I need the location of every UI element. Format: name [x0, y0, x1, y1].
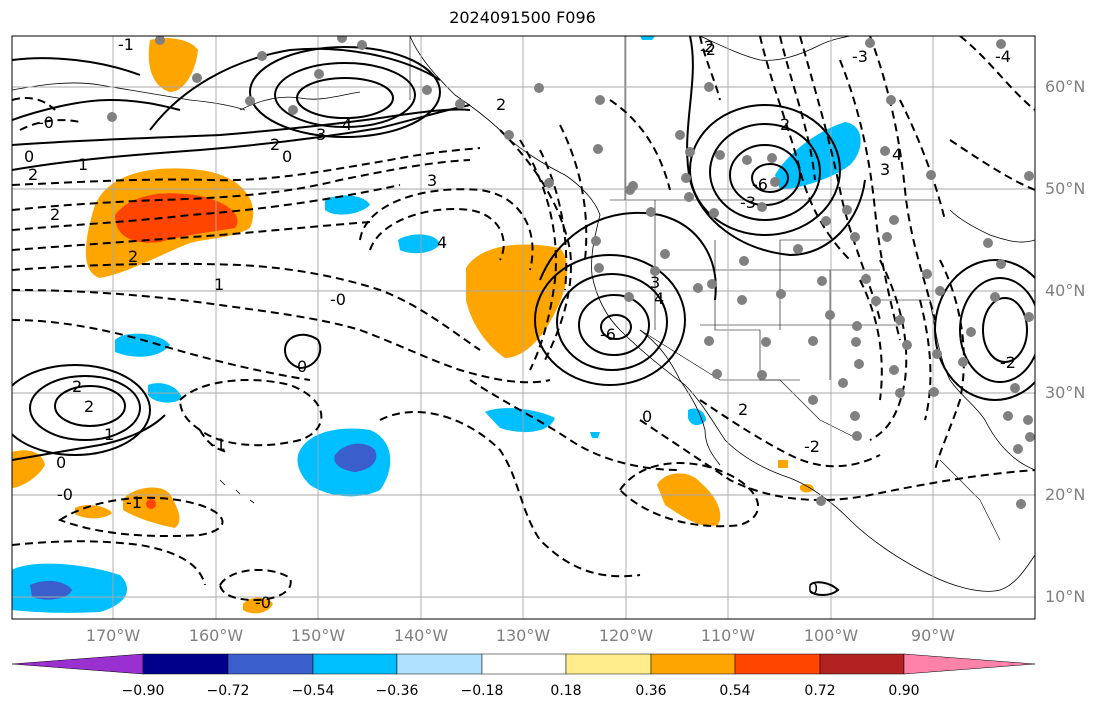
contour-label: 1 [104, 425, 114, 444]
contour-label: 2 [704, 37, 714, 56]
contour-label: 4 [437, 233, 447, 252]
positive-contours [12, 36, 1035, 596]
contour-label: -0 [57, 485, 73, 504]
colorbar-tick: 0.54 [719, 683, 751, 699]
lat-label: 50°N [1045, 179, 1086, 198]
contour-label: 3 [650, 273, 660, 292]
contour-label: 0 [282, 147, 292, 166]
station-markers [107, 36, 1035, 509]
contour-label: 1 [78, 155, 88, 174]
contour-label: -0 [255, 593, 271, 612]
lon-label: 170°W [85, 626, 141, 645]
lat-label: 10°N [1045, 587, 1086, 606]
colorbar-segment [312, 653, 398, 675]
contour-label: 0 [297, 357, 307, 376]
colorbar-segment [819, 653, 905, 675]
colorbar-tick: 0.90 [888, 683, 920, 699]
colorbar-tick: −0.36 [375, 683, 419, 699]
contour-label: 0 [24, 147, 34, 166]
colorbar-segment [650, 653, 736, 675]
lon-label: 130°W [495, 626, 551, 645]
colorbar-segment [565, 653, 652, 675]
lon-label: 120°W [598, 626, 654, 645]
colorbar-tick: 0.72 [804, 683, 836, 699]
contour-label: 3 [880, 160, 890, 179]
lon-label: 100°W [803, 626, 859, 645]
contour-label: -3 [740, 193, 756, 212]
colorbar-tick: −0.54 [291, 683, 335, 699]
contour-label: 3 [316, 125, 326, 144]
negative-anomaly-fills [12, 36, 861, 613]
colorbar-tick: −0.18 [460, 683, 504, 699]
contour-label: 4 [342, 115, 352, 134]
contour-label: -4 [995, 47, 1011, 66]
contour-label: 2 [128, 247, 138, 266]
contour-label: -6 [752, 175, 768, 194]
colorbar-segment [142, 653, 229, 675]
contour-label: -1 [126, 493, 142, 512]
colorbar-tick: −0.72 [206, 683, 250, 699]
lat-label: 30°N [1045, 383, 1086, 402]
contour-label: 2 [780, 115, 790, 134]
lon-label: 90°W [910, 626, 956, 645]
lat-label: 20°N [1045, 485, 1086, 504]
contour-label: -0 [38, 113, 54, 132]
lon-label: 150°W [290, 626, 346, 645]
contour-label: -3 [852, 47, 868, 66]
contour-labels: 0 1 2 3 4 2 0 3 4 2 1 2 3 2 -3 -4 -1 -2 … [24, 35, 1016, 612]
contour-label: 0 [642, 407, 652, 426]
contour-label: -2 [1000, 353, 1016, 372]
lat-label: 40°N [1045, 281, 1086, 300]
lon-label: 140°W [393, 626, 449, 645]
contour-label: -2 [804, 437, 820, 456]
colorbar-segment [11, 653, 144, 675]
contour-label: 2 [738, 400, 748, 419]
colorbar-segment [227, 653, 314, 675]
contour-label: 2 [28, 165, 38, 184]
lat-label: 60°N [1045, 77, 1086, 96]
colorbar-tick: −0.90 [121, 683, 165, 699]
contour-label: 0 [56, 453, 66, 472]
contour-label: 2 [84, 397, 94, 416]
contour-label: 4 [654, 289, 664, 308]
lon-label: 160°W [188, 626, 244, 645]
colorbar [11, 653, 1036, 675]
lon-label: 110°W [700, 626, 756, 645]
contour-label: -0 [330, 290, 346, 309]
colorbar-tick: 0.18 [550, 683, 582, 699]
contour-label: -6 [600, 325, 616, 344]
contour-label: -2 [700, 40, 716, 59]
contour-label: 1 [214, 275, 224, 294]
colorbar-segment [903, 653, 1036, 675]
contour-label: 2 [496, 95, 506, 114]
colorbar-segment [734, 653, 821, 675]
contour-label: 4 [892, 145, 902, 164]
colorbar-tick: 0.36 [635, 683, 667, 699]
contour-label: -1 [118, 35, 134, 54]
contour-label: 2 [50, 205, 60, 224]
map-title: 2024091500 F096 [449, 8, 596, 27]
contour-label: -1 [210, 435, 226, 454]
colorbar-segment [396, 653, 483, 675]
colorbar-segment [481, 653, 567, 675]
contour-label: 2 [72, 377, 82, 396]
contour-label: 2 [270, 135, 280, 154]
contour-label: 3 [427, 171, 437, 190]
contour-label: 0 [808, 579, 818, 598]
